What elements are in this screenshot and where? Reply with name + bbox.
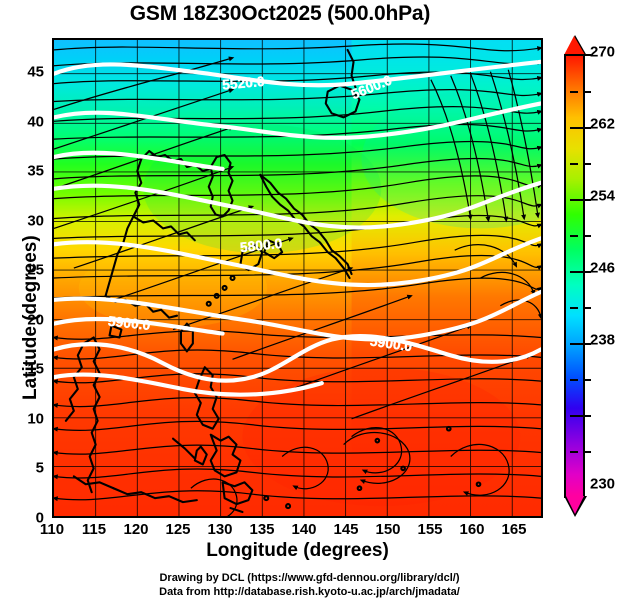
y-tick: 35	[27, 162, 44, 180]
contour-labels: 5520.0 5600.0 5800.0 5900.0 5900.0	[107, 71, 414, 355]
page-title: GSM 18Z30Oct2025 (500.0hPa)	[129, 2, 431, 25]
x-tick: 165	[501, 521, 527, 538]
y-tick: 25	[27, 261, 44, 279]
y-tick: 0	[35, 509, 44, 527]
x-tick: 145	[333, 521, 359, 538]
x-tick: 150	[375, 521, 401, 538]
colorbar-gradient	[564, 54, 591, 498]
footer-attribution: Drawing by DCL (https://www.gfd-dennou.o…	[159, 572, 460, 584]
x-tick: 130	[207, 521, 233, 538]
y-tick: 15	[27, 360, 44, 378]
wind-streamlines	[54, 43, 541, 516]
map-plot-area[interactable]: 5520.0 5600.0 5800.0 5900.0 5900.0	[52, 38, 543, 518]
contour-label: 5900.0	[107, 313, 151, 333]
x-axis-title: Longitude (degrees)	[206, 540, 389, 561]
contour-label: 5800.0	[239, 235, 283, 255]
y-tick: 45	[27, 63, 44, 81]
colorbar-label: 230	[590, 475, 616, 493]
y-tick: 5	[35, 459, 44, 477]
x-tick: 115	[81, 521, 107, 538]
colorbar-label: 262	[590, 115, 616, 133]
y-tick: 20	[27, 311, 44, 329]
x-tick: 160	[459, 521, 485, 538]
x-tick: 135	[249, 521, 275, 538]
contour-label: 5600.0	[349, 71, 395, 102]
x-tick: 140	[291, 521, 317, 538]
footer-datasource: Data from http://database.rish.kyoto-u.a…	[159, 586, 460, 598]
x-tick: 120	[123, 521, 149, 538]
colorbar-label: 246	[590, 259, 616, 277]
colorbar-under-arrow	[566, 496, 584, 514]
colorbar-over-arrow	[564, 36, 585, 55]
colorbar[interactable]: 270 262 254 246 238 230	[560, 35, 615, 517]
height-contours	[54, 59, 541, 397]
contour-label: 5520.0	[221, 73, 265, 93]
temperature-shading	[54, 40, 541, 516]
colorbar-label: 254	[590, 187, 616, 205]
x-tick: 110	[39, 521, 65, 538]
contour-label: 5900.0	[369, 333, 414, 355]
y-tick: 30	[27, 212, 44, 230]
y-tick: 10	[27, 410, 44, 428]
x-tick: 125	[165, 521, 191, 538]
colorbar-label: 270	[590, 43, 616, 61]
colorbar-label: 238	[590, 331, 616, 349]
y-tick: 40	[27, 113, 44, 131]
y-axis-title: Latitude (degrees)	[20, 235, 41, 400]
x-tick: 155	[417, 521, 443, 538]
